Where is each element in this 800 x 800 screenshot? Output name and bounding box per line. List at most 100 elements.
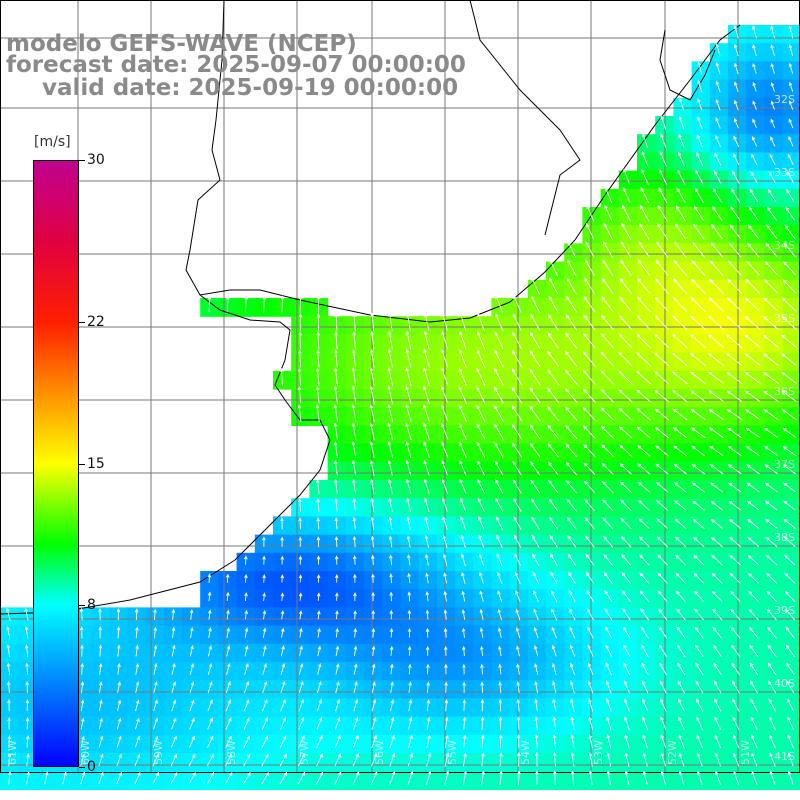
wind-arrow	[279, 735, 287, 748]
wind-arrow	[152, 771, 159, 785]
wind-arrow	[783, 536, 796, 548]
latitude-label: 37S	[774, 458, 795, 471]
wind-arrow	[261, 735, 269, 748]
wind-arrow	[767, 206, 777, 221]
wind-arrow	[443, 609, 448, 620]
wind-arrow	[533, 608, 539, 621]
wind-arrow	[636, 352, 652, 367]
wind-arrow	[423, 422, 430, 441]
wind-arrow	[654, 296, 670, 313]
wind-arrow	[405, 459, 412, 477]
wind-arrow	[117, 699, 122, 712]
wind-arrow	[709, 260, 724, 276]
wind-arrow	[496, 534, 503, 548]
wind-arrow	[188, 771, 196, 785]
wind-arrow	[586, 222, 595, 240]
wind-arrow	[746, 260, 760, 276]
wind-arrow	[511, 368, 523, 386]
wind-arrow	[618, 426, 633, 439]
wind-arrow	[441, 478, 449, 494]
wind-arrow	[353, 592, 357, 601]
wind-arrow	[788, 100, 794, 110]
wind-arrow	[588, 770, 593, 785]
wind-arrow	[728, 242, 742, 258]
wind-arrow	[642, 734, 648, 749]
wind-arrow	[494, 423, 504, 440]
wind-arrow	[225, 699, 232, 712]
wind-arrow	[584, 480, 596, 494]
wind-arrow	[768, 698, 777, 712]
wind-arrow	[280, 536, 284, 547]
wind-arrow	[570, 770, 575, 785]
wind-arrow	[405, 367, 412, 386]
wind-arrow	[565, 443, 578, 458]
wind-arrow	[764, 260, 778, 276]
wind-arrow	[678, 734, 685, 749]
wind-arrow	[462, 663, 466, 675]
wind-arrow	[766, 572, 778, 584]
wind-arrow	[570, 734, 575, 749]
wind-arrow	[481, 734, 485, 749]
wind-cell	[782, 225, 800, 244]
wind-arrow	[691, 482, 705, 493]
wind-arrow	[713, 680, 722, 694]
colorbar-tick-label: 15	[87, 455, 105, 472]
wind-arrow	[461, 627, 466, 638]
wind-arrow	[641, 662, 649, 676]
wind-arrow	[389, 770, 396, 785]
wind-arrow	[618, 333, 633, 349]
wind-arrow	[551, 608, 558, 621]
wind-arrow	[351, 422, 357, 440]
wind-arrow	[763, 427, 779, 438]
wind-arrow	[531, 277, 540, 295]
wind-arrow	[280, 517, 284, 530]
wind-arrow	[747, 242, 760, 258]
wind-arrow	[569, 644, 576, 657]
wind-arrow	[787, 734, 794, 749]
wind-arrow	[316, 681, 322, 694]
wind-arrow	[480, 663, 484, 675]
wind-arrow	[407, 770, 414, 785]
wind-arrow	[516, 698, 520, 712]
wind-arrow	[582, 388, 596, 403]
wind-arrow	[750, 698, 758, 712]
wind-arrow	[678, 752, 685, 767]
wind-cell	[782, 662, 800, 681]
wind-arrow	[601, 481, 614, 494]
wind-arrow	[785, 608, 796, 621]
wind-arrow	[369, 348, 375, 368]
wind-arrow	[620, 517, 632, 530]
wind-arrow	[389, 573, 393, 584]
wind-arrow	[603, 241, 614, 259]
wind-arrow	[334, 753, 341, 767]
wind-cell	[782, 170, 800, 190]
colorbar-tick-label: 0	[87, 759, 96, 775]
wind-arrow	[441, 422, 449, 440]
wind-arrow	[618, 370, 633, 385]
wind-arrow	[390, 663, 394, 675]
wind-arrow	[709, 278, 724, 294]
wind-arrow	[370, 478, 375, 494]
wind-arrow	[459, 312, 467, 332]
wind-arrow	[660, 716, 667, 731]
wind-arrow	[623, 680, 631, 694]
wind-arrow	[116, 771, 123, 785]
wind-arrow	[477, 478, 485, 494]
wind-arrow	[745, 409, 761, 420]
wind-arrow	[370, 771, 378, 785]
wind-arrow	[207, 735, 214, 748]
wind-arrow	[585, 571, 595, 585]
wind-arrow	[624, 716, 630, 731]
wind-arrow	[770, 118, 776, 129]
coastline	[0, 0, 741, 615]
wind-arrow	[513, 497, 522, 512]
wind-arrow	[693, 554, 705, 566]
wind-arrow	[280, 574, 285, 583]
wind-arrow	[677, 680, 686, 694]
wind-arrow	[656, 536, 669, 548]
wind-arrow	[582, 406, 596, 421]
wind-arrow	[441, 349, 449, 368]
wind-arrow	[79, 607, 84, 621]
wind-arrow	[280, 699, 286, 712]
wind-arrow	[785, 644, 795, 657]
